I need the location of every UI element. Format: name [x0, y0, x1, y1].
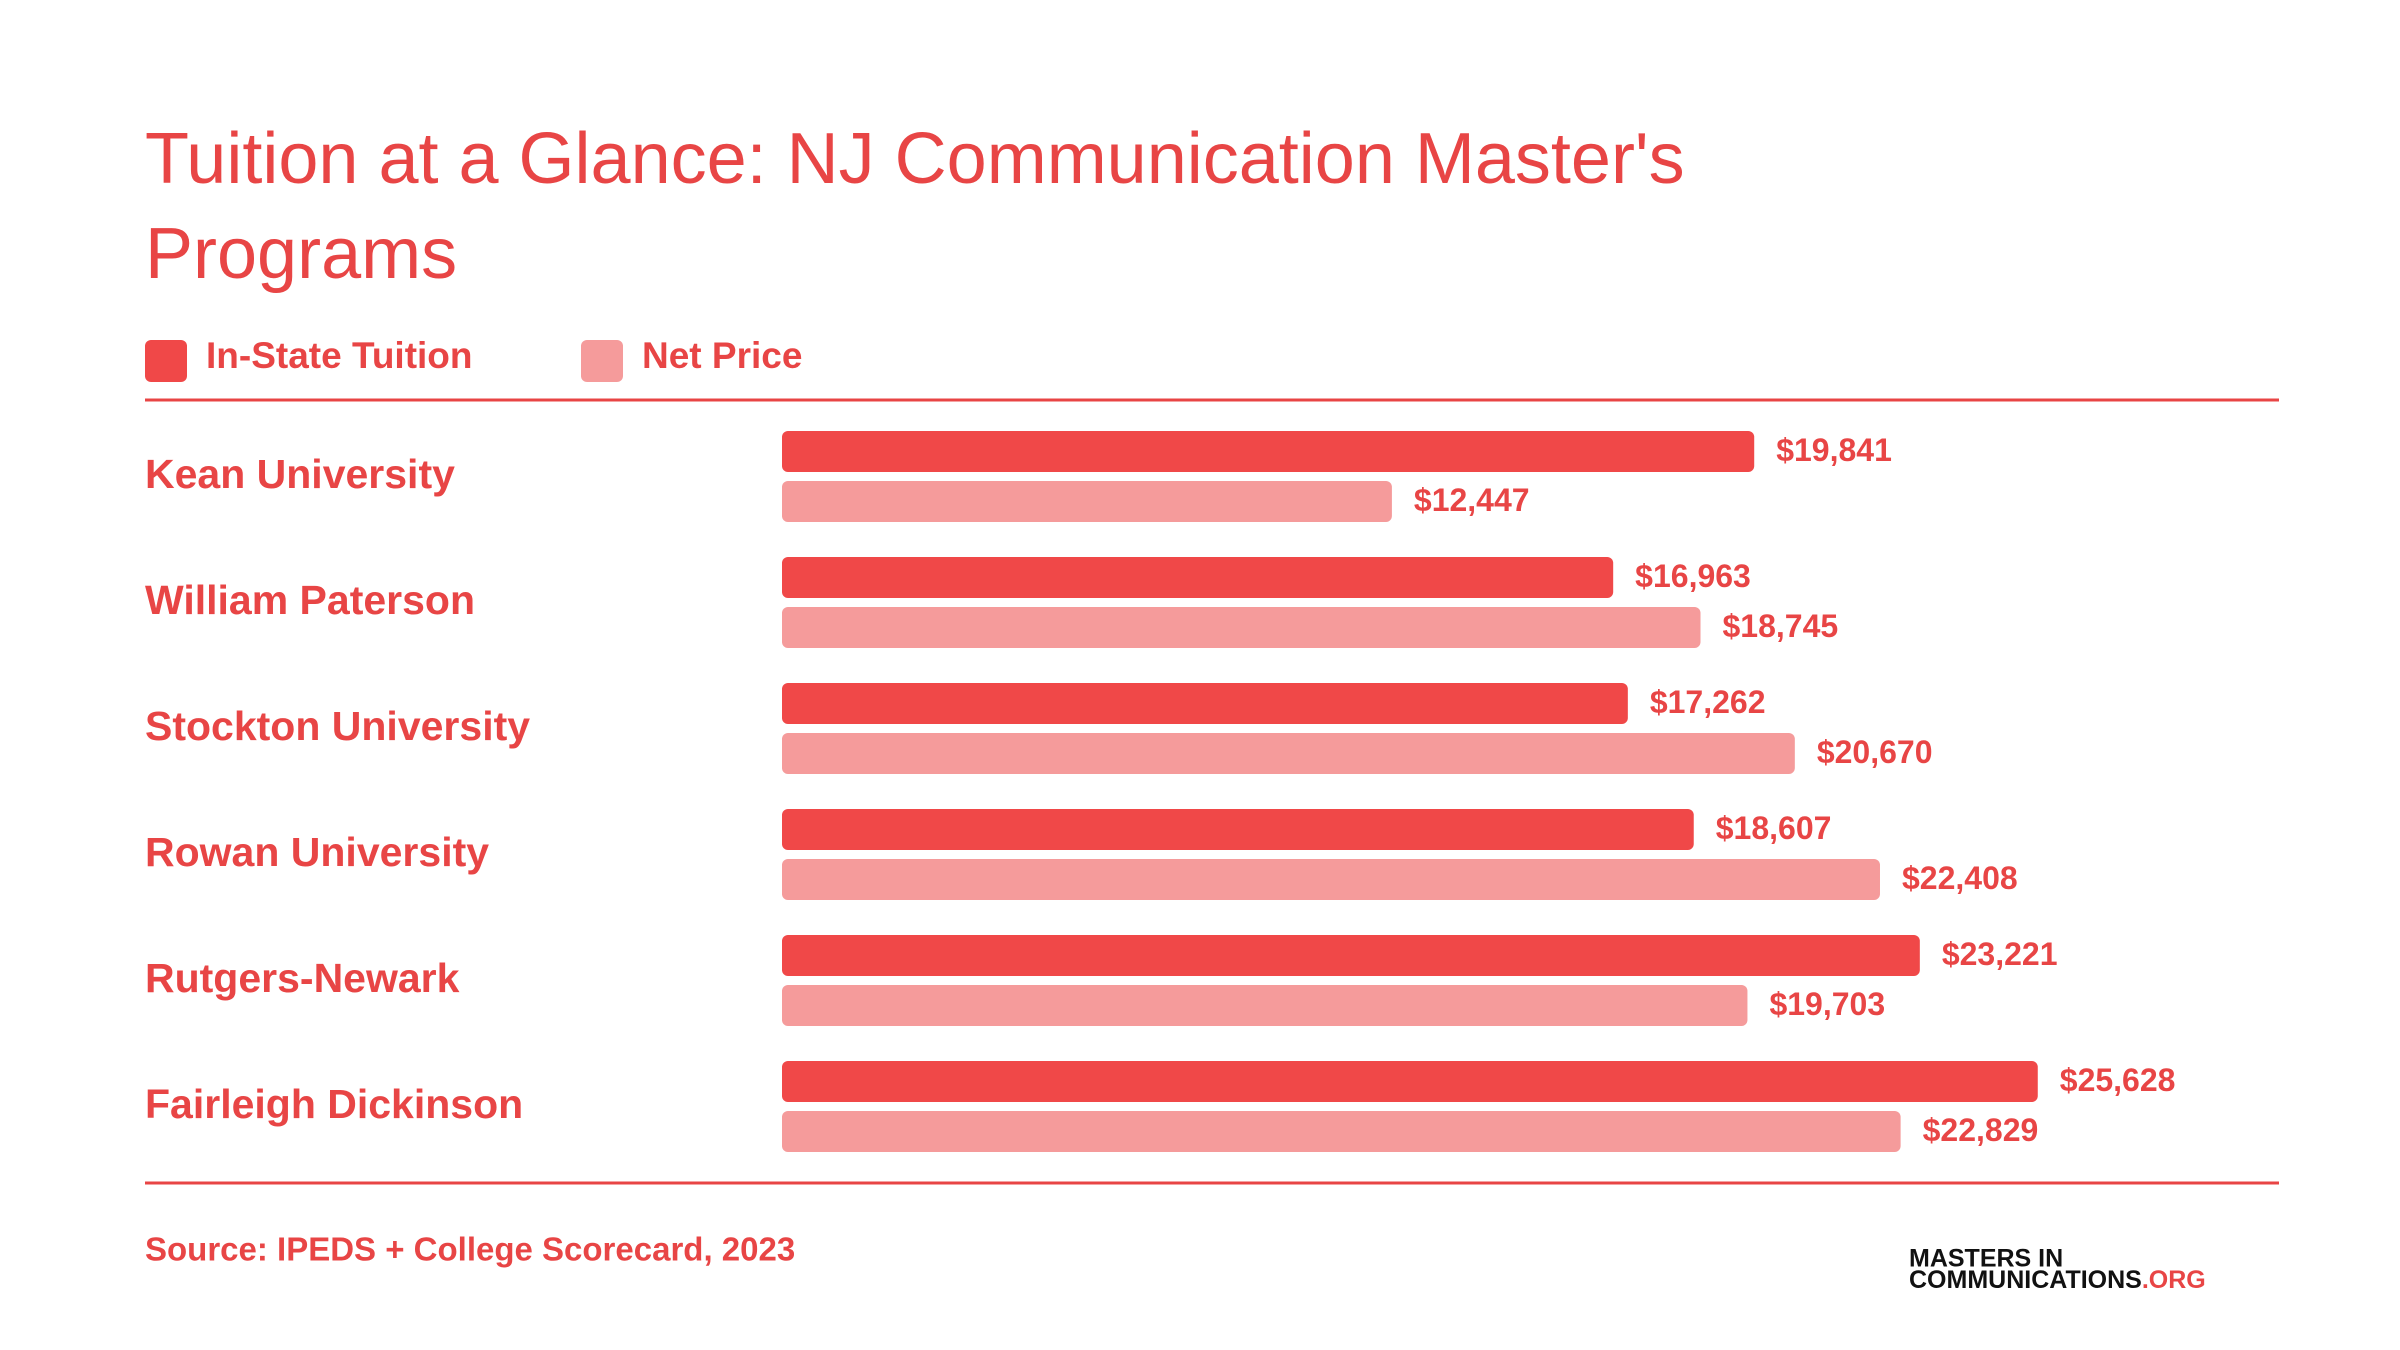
- legend-swatch: [145, 340, 187, 382]
- category-label: Kean University: [145, 451, 455, 497]
- bar: [782, 1061, 2038, 1102]
- value-label: $25,628: [2060, 1062, 2176, 1098]
- value-label: $22,408: [1902, 860, 2018, 896]
- bar: [782, 935, 1920, 976]
- chart-title: Tuition at a Glance: NJ Communication Ma…: [145, 119, 1685, 294]
- source: Source: IPEDS + College Scorecard, 2023: [145, 1231, 795, 1268]
- category-label: Rowan University: [145, 829, 489, 875]
- category-label: William Paterson: [145, 577, 475, 623]
- bar: [782, 481, 1392, 522]
- logo: COMMUNICATIONS: [1909, 1266, 2142, 1294]
- legend-label: In-State Tuition: [206, 335, 473, 376]
- value-label: $12,447: [1414, 482, 1530, 518]
- logo: MASTERS IN: [1909, 1245, 2063, 1273]
- category-label: Rutgers-Newark: [145, 955, 460, 1001]
- bar: [782, 733, 1795, 774]
- value-label: $16,963: [1635, 558, 1751, 594]
- category-label: Stockton University: [145, 703, 530, 749]
- value-label: $17,262: [1650, 684, 1766, 720]
- bar: [782, 431, 1755, 472]
- bar: [782, 607, 1701, 648]
- legend-swatch: [581, 340, 623, 382]
- value-label: $18,745: [1723, 608, 1839, 644]
- legend-label: Net Price: [642, 335, 802, 376]
- value-label: $22,829: [1923, 1112, 2039, 1148]
- bar: [782, 809, 1694, 850]
- bar: [782, 859, 1880, 900]
- bar: [782, 1111, 1901, 1152]
- bar: [782, 683, 1628, 724]
- category-label: Fairleigh Dickinson: [145, 1081, 523, 1127]
- bar: [782, 985, 1748, 1026]
- logo: COMMUNICATIONS.ORG: [1909, 1266, 2206, 1294]
- value-label: $20,670: [1817, 734, 1933, 770]
- value-label: $23,221: [1942, 936, 2058, 972]
- logo: .ORG: [2142, 1266, 2206, 1294]
- value-label: $18,607: [1716, 810, 1832, 846]
- value-label: $19,841: [1776, 432, 1892, 468]
- bar: [782, 557, 1614, 598]
- value-label: $19,703: [1769, 986, 1885, 1022]
